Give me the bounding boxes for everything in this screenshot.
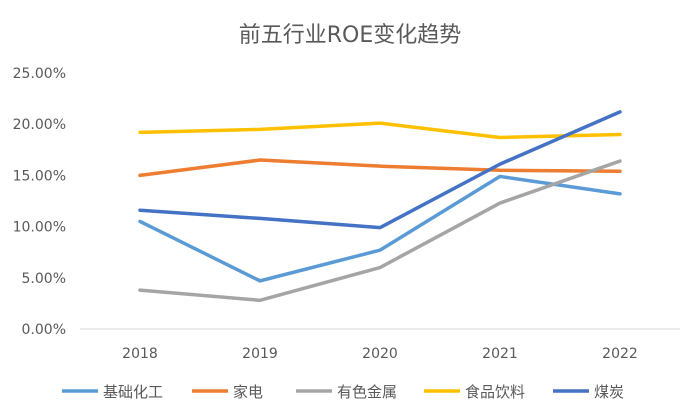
x-tick-label: 2019 <box>242 346 278 362</box>
series-line-0 <box>138 174 622 283</box>
chart-title: 前五行业ROE变化趋势 <box>239 23 462 48</box>
series-lines <box>138 110 622 303</box>
legend-label: 基础化工 <box>103 383 163 401</box>
x-tick-label: 2020 <box>362 346 398 362</box>
y-tick-label: 0.00% <box>22 322 66 338</box>
y-tick-label: 5.00% <box>22 271 66 287</box>
legend-label: 有色金属 <box>337 383 397 401</box>
legend-label: 煤炭 <box>594 383 624 401</box>
legend-label: 食品饮料 <box>465 383 525 401</box>
series-line-4 <box>138 110 622 230</box>
series-line-1 <box>138 158 622 178</box>
legend: 基础化工 家电 有色金属 食品饮料 煤炭 <box>62 383 624 401</box>
x-axis: 2018 2019 2020 2021 2022 <box>80 328 680 362</box>
y-axis: 0.00% 5.00% 10.00% 15.00% 20.00% 25.00% <box>13 66 66 338</box>
x-tick-label: 2018 <box>122 346 158 362</box>
series-line-2 <box>138 159 622 303</box>
x-tick-label: 2022 <box>602 346 638 362</box>
legend-label: 家电 <box>233 383 263 401</box>
x-tick-label: 2021 <box>482 346 518 362</box>
y-tick-label: 20.00% <box>13 117 66 133</box>
y-tick-label: 15.00% <box>13 168 66 184</box>
y-tick-label: 25.00% <box>13 66 66 82</box>
series-line-3 <box>138 121 622 140</box>
y-tick-label: 10.00% <box>13 220 66 236</box>
